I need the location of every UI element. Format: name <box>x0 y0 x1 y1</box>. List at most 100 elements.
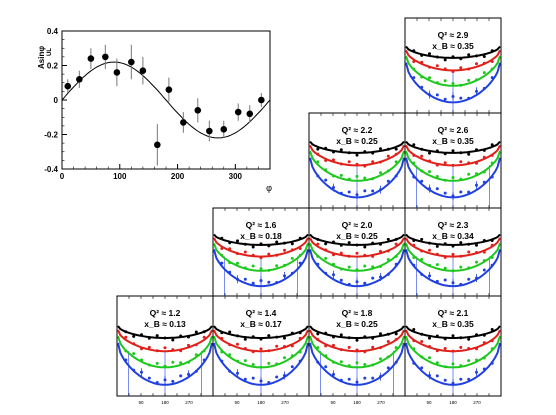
data-point <box>420 272 424 276</box>
data-point <box>467 67 471 71</box>
data-point <box>259 256 263 260</box>
xb-label: x_B ≈ 0.34 <box>432 231 474 241</box>
x-axis-title: φ <box>266 183 272 193</box>
data-point <box>220 253 224 257</box>
data-point <box>482 367 486 371</box>
data-point <box>482 180 486 184</box>
data-point <box>490 143 494 147</box>
data-point <box>332 262 335 266</box>
data-point <box>275 375 279 379</box>
data-point <box>482 55 486 58</box>
data-point <box>386 366 390 370</box>
data-point <box>220 247 224 250</box>
data-point <box>76 76 83 83</box>
data-point <box>236 252 239 256</box>
data-point <box>163 336 167 340</box>
data-point <box>475 148 478 152</box>
data-point <box>394 346 398 350</box>
data-point <box>475 251 478 254</box>
data-point <box>220 236 224 240</box>
data-point <box>420 169 424 173</box>
data-point <box>243 337 247 341</box>
data-point <box>482 268 486 272</box>
data-point <box>259 242 263 246</box>
data-point <box>412 161 416 165</box>
data-point <box>490 361 494 365</box>
data-point <box>435 361 439 365</box>
data-point <box>147 336 151 340</box>
data-point <box>451 334 455 338</box>
data-point <box>435 81 439 85</box>
data-point <box>171 379 175 383</box>
data-point <box>459 377 463 381</box>
xb-label: x_B ≈ 0.35 <box>432 136 474 146</box>
data-point <box>443 58 447 62</box>
data-point <box>371 265 375 269</box>
data-point <box>379 147 382 151</box>
data-point <box>251 363 255 366</box>
data-point <box>428 159 431 163</box>
data-point <box>283 248 286 252</box>
data-point <box>459 254 463 258</box>
data-point <box>379 242 382 246</box>
data-point <box>251 350 255 354</box>
data-point <box>412 60 416 63</box>
data-point <box>490 49 494 53</box>
data-point <box>290 271 294 275</box>
data-point <box>490 328 494 331</box>
data-point <box>251 281 255 285</box>
data-point <box>251 245 255 249</box>
data-point <box>243 377 247 381</box>
y-tick-label: 0 <box>54 96 59 105</box>
y-tick-label: -0.2 <box>44 131 58 140</box>
data-point <box>220 350 224 354</box>
panel: Q² ≈ 2.2x_B ≈ 0.25 <box>308 112 406 209</box>
xb-label: x_B ≈ 0.13 <box>144 319 186 329</box>
data-point <box>363 164 367 168</box>
panel: Q² ≈ 2.3x_B ≈ 0.34 <box>404 207 502 297</box>
data-point <box>243 277 247 281</box>
data-point <box>132 352 136 356</box>
data-point <box>290 248 294 252</box>
data-point <box>194 343 198 347</box>
panel: Q² ≈ 2.0x_B ≈ 0.25 <box>308 207 406 297</box>
data-point <box>180 119 187 126</box>
data-point <box>371 189 375 193</box>
data-point <box>428 263 431 267</box>
data-point <box>420 85 424 89</box>
data-point <box>428 170 431 174</box>
data-point <box>194 353 198 357</box>
data-point <box>171 348 175 352</box>
data-point <box>228 369 232 373</box>
data-point <box>420 340 424 343</box>
data-point <box>347 345 351 349</box>
data-point <box>179 361 183 365</box>
data-point <box>475 78 478 82</box>
panel: Q² ≈ 1.2x_B ≈ 0.13 90 180 270 <box>116 295 214 405</box>
data-point <box>379 160 382 164</box>
data-point <box>443 266 447 270</box>
data-point <box>467 161 471 165</box>
data-point <box>386 332 390 336</box>
data-point <box>363 376 367 380</box>
data-point <box>324 248 328 252</box>
data-point <box>482 250 486 254</box>
data-point <box>363 264 367 268</box>
data-point <box>412 243 416 247</box>
data-point <box>220 126 228 133</box>
data-point <box>155 381 159 384</box>
data-point <box>482 71 486 75</box>
data-point <box>443 255 447 259</box>
data-point <box>394 160 398 164</box>
data-point <box>412 256 416 259</box>
q2-label: Q² ≈ 1.4 <box>246 308 277 318</box>
data-point <box>347 254 351 258</box>
data-point <box>275 335 279 339</box>
data-point <box>339 162 343 166</box>
data-point <box>147 363 151 367</box>
data-point <box>267 349 271 353</box>
data-point <box>428 356 431 360</box>
data-point <box>451 55 455 59</box>
data-point <box>316 160 320 164</box>
data-point <box>475 54 478 58</box>
